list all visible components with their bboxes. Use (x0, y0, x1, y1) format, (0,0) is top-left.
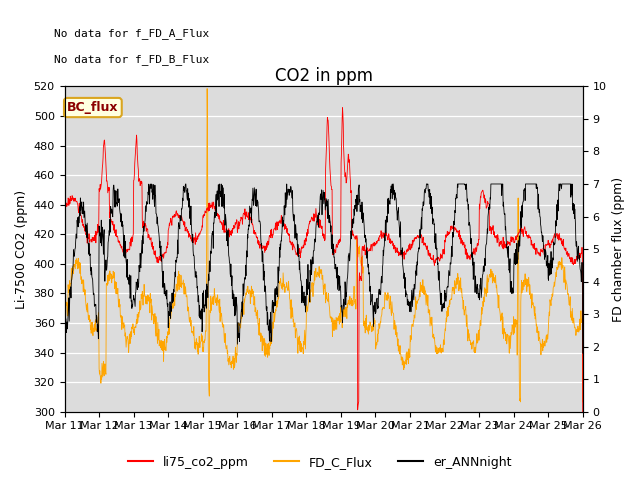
Text: No data for f_FD_B_Flux: No data for f_FD_B_Flux (54, 54, 209, 65)
Y-axis label: FD chamber flux (ppm): FD chamber flux (ppm) (612, 177, 625, 322)
Y-axis label: Li-7500 CO2 (ppm): Li-7500 CO2 (ppm) (15, 190, 28, 309)
Text: BC_flux: BC_flux (67, 101, 118, 114)
Text: No data for f_FD_A_Flux: No data for f_FD_A_Flux (54, 28, 209, 39)
Title: CO2 in ppm: CO2 in ppm (275, 67, 372, 85)
Legend: li75_co2_ppm, FD_C_Flux, er_ANNnight: li75_co2_ppm, FD_C_Flux, er_ANNnight (124, 451, 516, 474)
